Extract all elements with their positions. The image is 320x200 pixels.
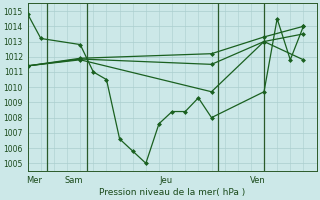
X-axis label: Pression niveau de la mer( hPa ): Pression niveau de la mer( hPa ) <box>99 188 245 197</box>
